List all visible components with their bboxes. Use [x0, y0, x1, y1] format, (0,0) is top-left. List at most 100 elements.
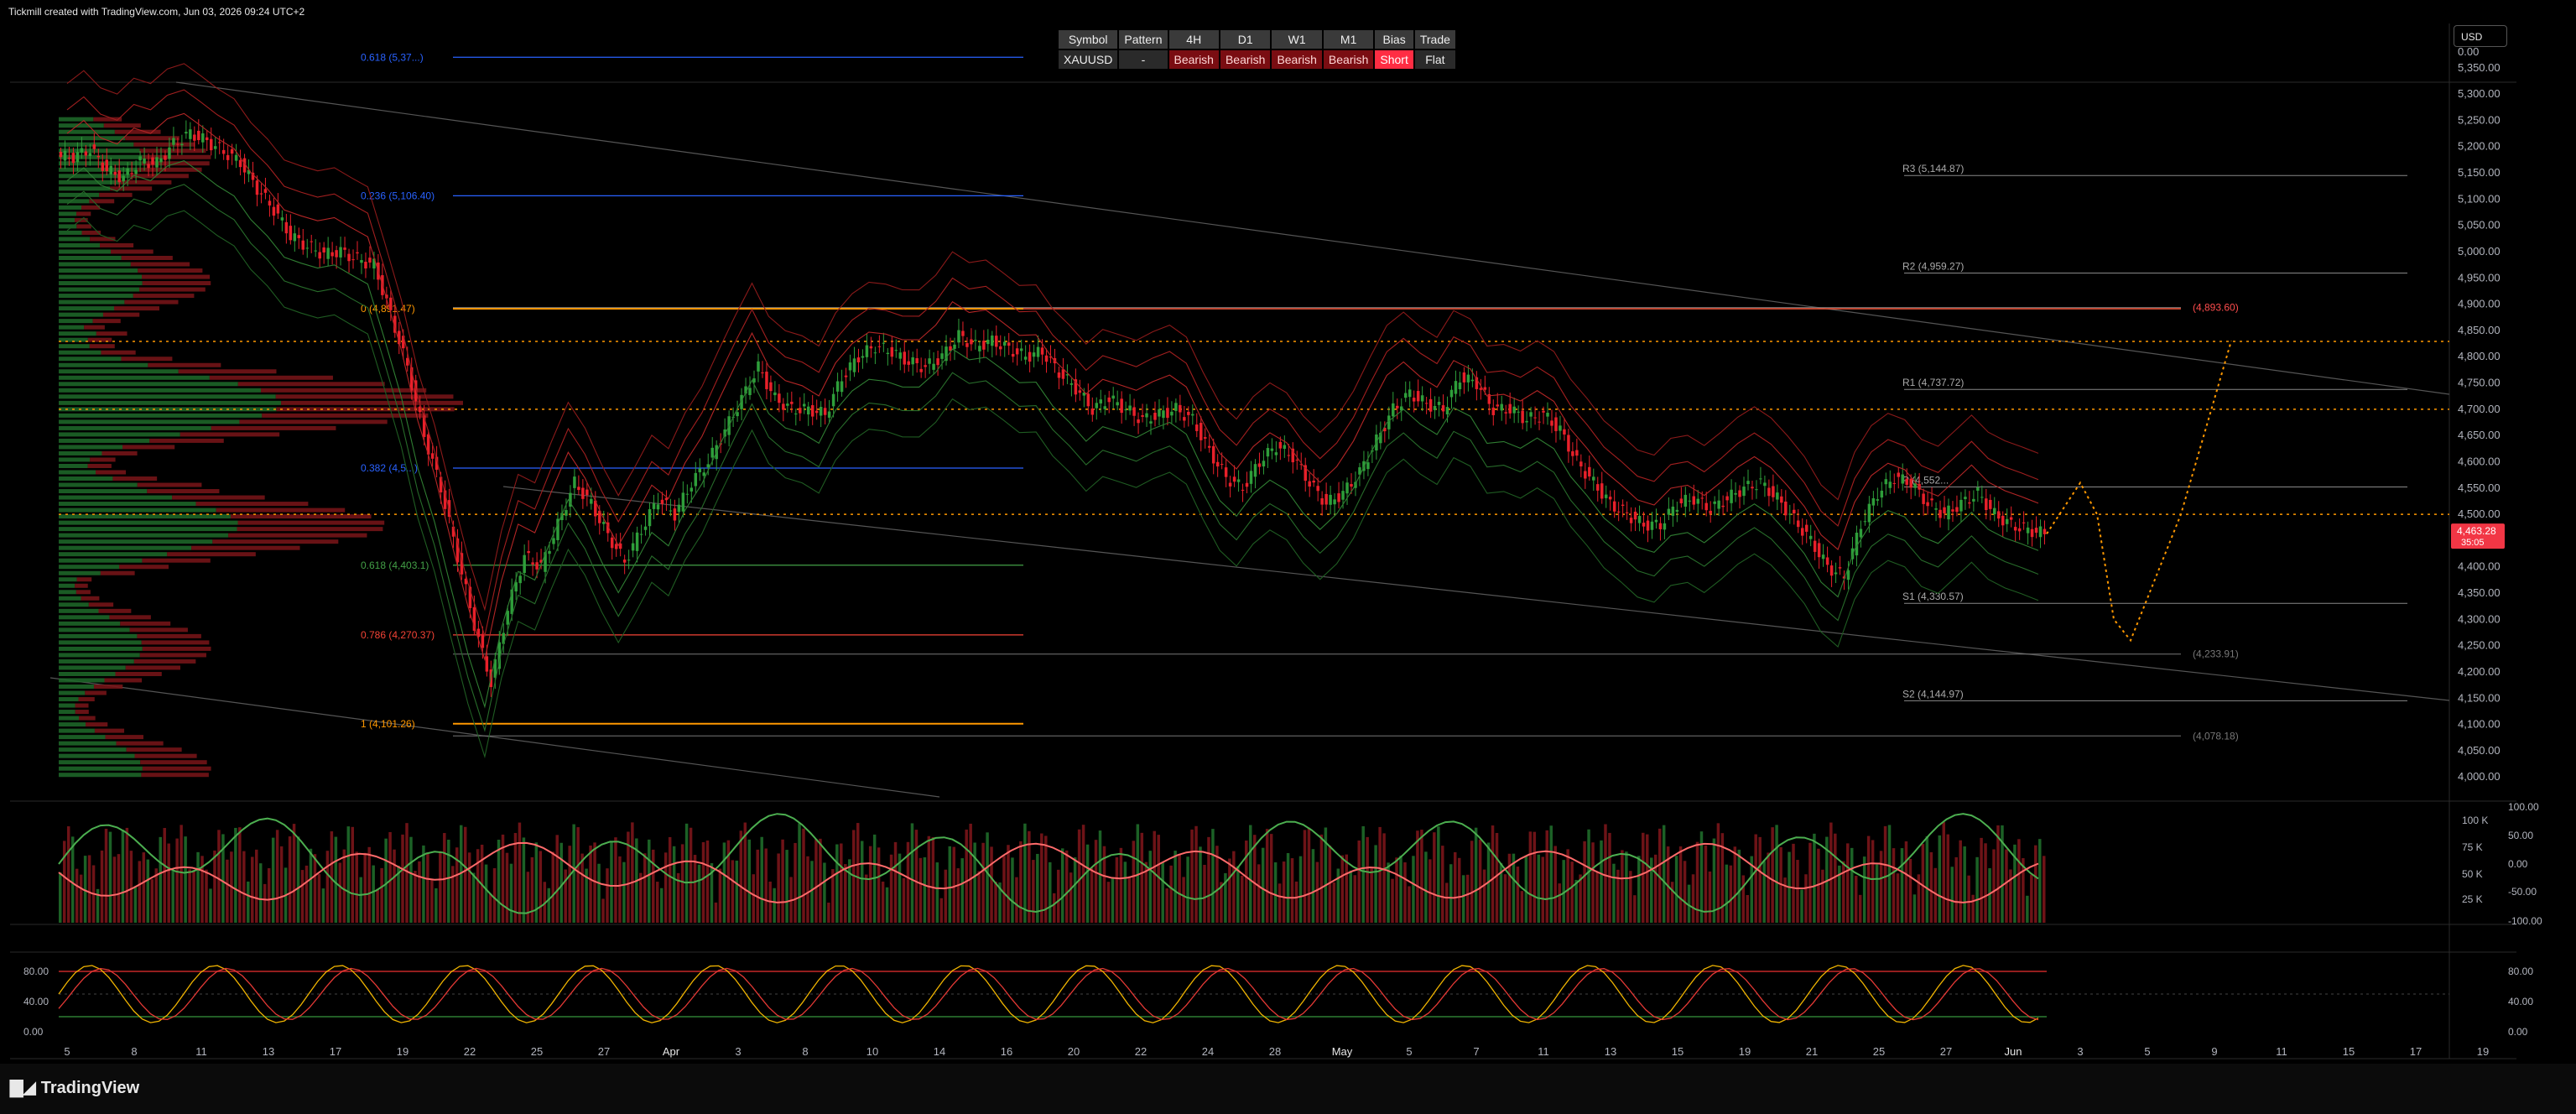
candle-body: [757, 361, 760, 372]
volume-bar: [1081, 825, 1085, 923]
volume-bar: [1353, 875, 1356, 923]
volume-bar: [422, 845, 425, 923]
volume-bar: [1729, 865, 1733, 923]
volume-profile-bar: [104, 678, 143, 683]
volume-axis-label: 25 K: [2462, 893, 2483, 905]
volume-bar: [351, 826, 355, 923]
volume-profile-bar: [59, 211, 77, 216]
candle-body: [301, 240, 305, 250]
volume-profile-bar: [81, 230, 101, 235]
volume-bar: [1524, 856, 1528, 923]
candle-body: [443, 490, 447, 509]
volume-bar: [430, 878, 434, 923]
x-axis-label: 13: [263, 1045, 274, 1058]
volume-profile-bar: [148, 362, 221, 367]
price-axis-label: 5,350.00: [2458, 61, 2501, 74]
candle-body: [669, 510, 673, 512]
volume-profile-bar: [142, 766, 211, 771]
candle-body: [217, 142, 221, 143]
volume-bar: [1996, 825, 2000, 923]
candle-body: [289, 226, 293, 241]
volume-bar: [1829, 822, 1833, 923]
volume-bar: [2030, 874, 2033, 923]
candle-body: [1215, 461, 1220, 467]
volume-bar: [610, 841, 613, 923]
volume-profile-bar: [59, 627, 130, 632]
volume-profile-bar: [130, 262, 190, 267]
volume-bar: [1579, 874, 1582, 923]
volume-bar: [868, 846, 872, 923]
volume-profile-bar: [59, 703, 75, 708]
volume-bar: [1683, 861, 1687, 923]
price-axis-label: 4,900.00: [2458, 298, 2501, 310]
candle-body: [577, 487, 580, 491]
volume-profile-bar: [142, 154, 211, 159]
candle-body: [1324, 493, 1328, 505]
volume-bar: [355, 851, 358, 923]
candle-body: [1445, 407, 1449, 414]
volume-bar: [83, 856, 87, 923]
candle-body: [622, 560, 627, 563]
volume-profile-bar: [133, 142, 195, 147]
volume-profile-bar: [90, 457, 116, 462]
candle-body: [1684, 494, 1688, 507]
candle-body: [1090, 408, 1095, 415]
candle-body: [1859, 528, 1863, 538]
candle-body: [928, 358, 931, 364]
candle-body: [1755, 489, 1758, 491]
volume-profile-bar: [59, 608, 99, 613]
volume-bar: [79, 874, 83, 923]
tradingview-logo-icon: ▇◢: [10, 1079, 36, 1097]
volume-bar: [576, 827, 580, 923]
volume-profile-bar: [100, 242, 134, 247]
volume-bar: [743, 822, 747, 923]
volume-profile-bar: [59, 167, 138, 172]
volume-bar: [251, 856, 254, 923]
volume-profile-bar: [59, 274, 143, 279]
volume-bar: [1032, 860, 1035, 923]
volume-bar: [1028, 830, 1031, 923]
candle-body: [1086, 393, 1090, 407]
volume-profile-bar: [59, 331, 96, 336]
volume-bar: [1324, 827, 1328, 923]
currency-selector[interactable]: USD: [2454, 25, 2507, 47]
volume-profile-bar: [167, 552, 256, 557]
tradingview-logo[interactable]: ▇◢ TradingView: [10, 1077, 139, 1098]
candle-body: [1776, 492, 1779, 500]
volume-bar: [1762, 861, 1766, 923]
volume-profile-bar: [59, 690, 86, 695]
volume-bar: [418, 861, 421, 923]
volume-bar: [1199, 846, 1202, 923]
candle-body: [598, 510, 601, 523]
volume-bar: [1574, 879, 1578, 923]
volume-profile-bar: [81, 596, 100, 601]
volume-profile-bar: [75, 583, 88, 588]
candle-body: [982, 341, 986, 350]
candle-body: [71, 153, 75, 164]
volume-bar: [530, 856, 534, 923]
candle-body: [1466, 374, 1470, 383]
volume-bar: [388, 831, 392, 923]
candle-body: [1951, 509, 1954, 512]
volume-bar: [1821, 869, 1824, 923]
candle-body: [1392, 403, 1395, 417]
volume-bar: [1211, 829, 1215, 923]
volume-bar: [1007, 845, 1010, 923]
volume-profile-bar: [59, 463, 88, 468]
candle-body: [1650, 521, 1654, 530]
candle-body: [284, 221, 289, 234]
volume-bar: [451, 866, 455, 923]
candle-body: [1688, 500, 1692, 502]
volume-bar: [551, 851, 555, 923]
volume-bar: [622, 862, 626, 923]
candle-body: [1007, 342, 1011, 346]
volume-bar: [513, 833, 518, 923]
x-axis-label: 19: [2477, 1045, 2489, 1058]
volume-bar: [1637, 856, 1641, 923]
candle-body: [848, 362, 852, 371]
volume-bar: [1036, 853, 1039, 923]
volume-bar: [1808, 842, 1812, 923]
candle-body: [1592, 476, 1595, 481]
value-symbol: XAUUSD: [1059, 50, 1118, 69]
